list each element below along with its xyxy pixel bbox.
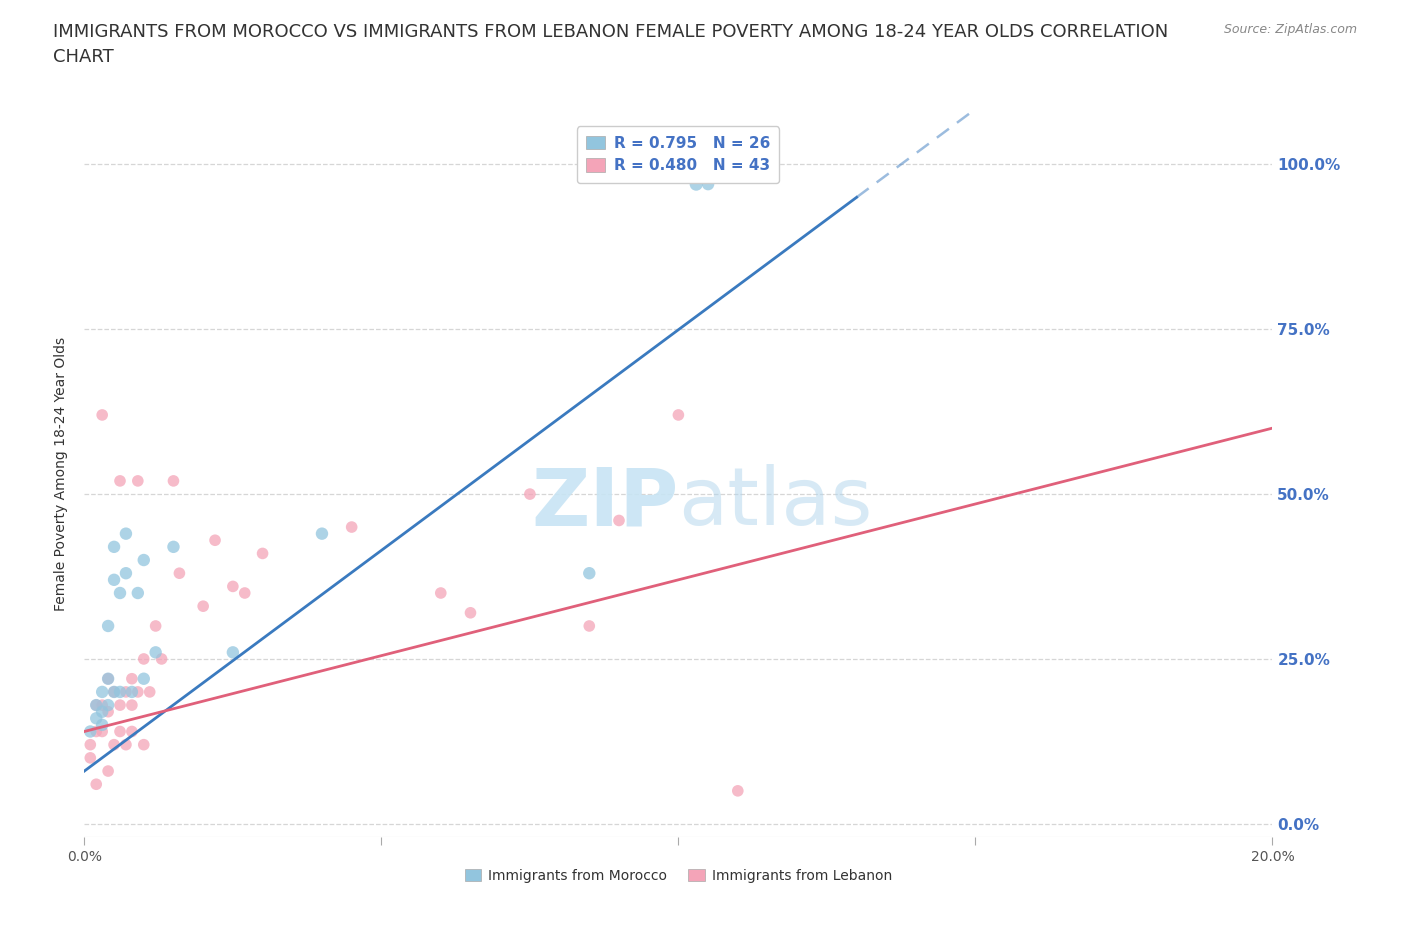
Immigrants from Morocco [103,572,125,587]
Point [756,157,779,172]
Immigrants from Morocco [91,684,114,699]
Immigrants from Lebanon [108,698,131,712]
Immigrants from Morocco [91,704,114,719]
Immigrants from Lebanon [150,652,173,667]
Immigrants from Lebanon [132,737,155,752]
Legend: Immigrants from Morocco, Immigrants from Lebanon: Immigrants from Morocco, Immigrants from… [460,863,897,888]
Immigrants from Lebanon [145,618,167,633]
Immigrants from Lebanon [138,684,160,699]
Point [685,177,707,192]
Text: Source: ZipAtlas.com: Source: ZipAtlas.com [1223,23,1357,36]
Immigrants from Lebanon [340,520,363,535]
Immigrants from Lebanon [204,533,226,548]
Immigrants from Lebanon [121,698,143,712]
Immigrants from Morocco [108,684,131,699]
Immigrants from Lebanon [121,671,143,686]
Immigrants from Morocco [132,552,155,567]
Immigrants from Lebanon [222,579,245,594]
Immigrants from Morocco [121,684,143,699]
Immigrants from Lebanon [430,586,453,601]
Text: IMMIGRANTS FROM MOROCCO VS IMMIGRANTS FROM LEBANON FEMALE POVERTY AMONG 18-24 YE: IMMIGRANTS FROM MOROCCO VS IMMIGRANTS FR… [53,23,1168,41]
Immigrants from Lebanon [460,605,482,620]
Y-axis label: Female Poverty Among 18-24 Year Olds: Female Poverty Among 18-24 Year Olds [55,338,69,611]
Immigrants from Lebanon [97,764,120,778]
Immigrants from Lebanon [108,473,131,488]
Immigrants from Morocco [115,565,138,580]
Text: ZIP: ZIP [531,464,679,542]
Immigrants from Morocco [97,698,120,712]
Immigrants from Lebanon [121,724,143,739]
Immigrants from Morocco [132,671,155,686]
Immigrants from Lebanon [91,407,114,422]
Immigrants from Lebanon [727,783,749,798]
Immigrants from Lebanon [132,652,155,667]
Immigrants from Lebanon [169,565,191,580]
Immigrants from Lebanon [191,599,215,614]
Immigrants from Morocco [97,618,120,633]
Immigrants from Morocco [145,644,167,659]
Immigrants from Morocco [103,684,125,699]
Immigrants from Lebanon [519,486,541,501]
Immigrants from Lebanon [115,684,138,699]
Immigrants from Morocco [162,539,184,554]
Immigrants from Lebanon [115,737,138,752]
Immigrants from Lebanon [233,586,256,601]
Immigrants from Lebanon [97,671,120,686]
Text: CHART: CHART [53,48,114,66]
Immigrants from Lebanon [91,698,114,712]
Immigrants from Lebanon [91,724,114,739]
Immigrants from Lebanon [103,684,125,699]
Immigrants from Morocco [79,724,101,739]
Immigrants from Lebanon [97,704,120,719]
Immigrants from Lebanon [162,473,184,488]
Immigrants from Lebanon [84,777,107,791]
Immigrants from Morocco [697,177,720,192]
Immigrants from Lebanon [84,724,107,739]
Immigrants from Morocco [578,565,600,580]
Immigrants from Morocco [311,526,333,541]
Immigrants from Lebanon [127,684,149,699]
Immigrants from Lebanon [127,473,149,488]
Text: atlas: atlas [679,464,873,542]
Immigrants from Morocco [115,526,138,541]
Immigrants from Lebanon [84,698,107,712]
Immigrants from Lebanon [252,546,274,561]
Immigrants from Morocco [91,717,114,732]
Immigrants from Morocco [84,698,107,712]
Immigrants from Lebanon [108,724,131,739]
Immigrants from Lebanon [578,618,600,633]
Immigrants from Lebanon [79,751,101,765]
Immigrants from Morocco [97,671,120,686]
Immigrants from Lebanon [607,513,630,528]
Immigrants from Morocco [103,539,125,554]
Immigrants from Lebanon [79,737,101,752]
Immigrants from Lebanon [103,737,125,752]
Immigrants from Lebanon [668,407,690,422]
Immigrants from Morocco [222,644,245,659]
Immigrants from Morocco [108,586,131,601]
Immigrants from Morocco [127,586,149,601]
Immigrants from Morocco [84,711,107,725]
